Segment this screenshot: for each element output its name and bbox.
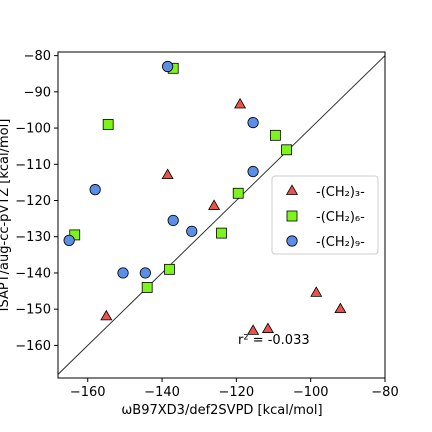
data-point-circle [89,184,101,196]
data-point-circle [139,267,151,279]
x-tick-label: −120 [219,385,255,400]
y-tick-label: −110 [15,158,51,173]
plot-frame [57,51,386,379]
y-tick-label: −130 [15,230,51,245]
legend-label: -(CH₂)₆- [316,210,365,225]
data-point-triangle [161,168,174,180]
y-tick-label: −150 [15,303,51,318]
y-tick-label: −120 [15,194,51,209]
data-point-square [102,119,114,130]
legend-marker-triangle [285,184,299,195]
data-point-square [281,144,292,156]
r2-annotation: r² = -0.033 [238,333,310,348]
data-point-triangle [247,324,260,335]
y-tick-label: −160 [15,339,51,354]
data-point-triangle [100,309,113,321]
x-tick-label: −80 [371,385,398,400]
data-point-circle [63,234,75,246]
legend-marker-circle [286,235,298,247]
y-tick-label: −80 [24,49,51,64]
data-point-square [141,282,153,293]
legend-marker-square [286,210,298,222]
legend-label: -(CH₂)₉- [316,235,365,250]
legend: -(CH₂)₃- -(CH₂)₆- -(CH₂)₉- [271,175,379,255]
x-tick-label: −140 [144,385,180,400]
data-point-circle [247,165,259,178]
data-point-triangle [208,199,221,210]
data-point-square [269,129,281,141]
x-axis-label: ωB97XD3/def2SVPD [kcal/mol] [121,403,322,418]
y-tick-label: −90 [24,85,51,100]
data-point-circle [247,117,259,129]
y-axis-label: ISAPT/aug-cc-pVTZ [kcal/mol] [0,119,12,312]
data-point-circle [162,60,174,73]
data-point-triangle [310,286,323,297]
x-tick-label: −160 [70,385,106,400]
data-point-square [164,263,175,275]
data-point-triangle [234,97,247,109]
data-point-square [232,187,244,199]
data-point-circle [186,225,198,237]
legend-box [271,175,379,255]
data-point-circle [117,267,129,279]
data-point-circle [167,214,179,227]
data-point-square [216,227,227,239]
legend-label: -(CH₂)₃- [316,185,365,200]
y-tick-label: −100 [15,122,51,137]
data-point-triangle [334,302,347,314]
y-tick-label: −140 [15,266,51,281]
parity-line [58,54,385,376]
data-point-triangle [261,322,274,333]
x-tick-label: −100 [293,385,329,400]
